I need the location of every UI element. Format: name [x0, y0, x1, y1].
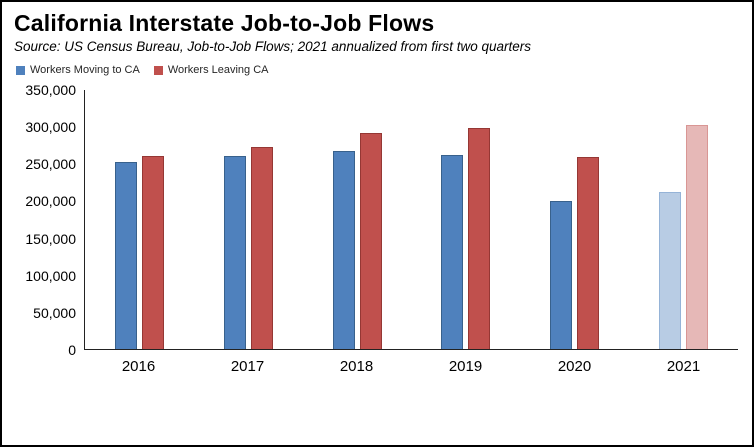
x-tick-label-2020: 2020	[557, 358, 592, 375]
bar-workers-moving-to-ca-2018	[332, 150, 355, 349]
x-tick-label-2016: 2016	[121, 358, 156, 375]
bar-workers-moving-to-ca-2016	[114, 161, 137, 349]
bar-workers-leaving-ca-2018	[359, 132, 382, 349]
x-tick-label-2019: 2019	[448, 358, 483, 375]
legend-item-moving: Workers Moving to CA	[16, 64, 140, 76]
bar-workers-moving-to-ca-2019	[441, 155, 464, 349]
legend-label-leaving: Workers Leaving CA	[167, 64, 269, 76]
chart-body: 0 50,000 100,000 150,000 200,000 250,000 300,0…	[12, 82, 738, 375]
legend-swatch-leaving-icon	[153, 65, 163, 75]
bar-workers-moving-to-ca-2017	[223, 155, 246, 349]
legend-swatch-moving-icon	[16, 65, 25, 75]
bar-workers-moving-to-ca-2021	[659, 191, 682, 349]
x-tick-label-2021: 2021	[666, 358, 701, 375]
legend: Workers Moving to CA Workers Leaving CA	[16, 64, 738, 76]
y-tick-label: 200,000	[25, 193, 76, 210]
y-tick-label: 250,000	[25, 156, 76, 173]
bar-workers-leaving-ca-2020	[577, 157, 600, 349]
bar-group-2020	[527, 157, 623, 349]
bar-group-2017	[200, 146, 296, 349]
bar-group-2021	[636, 124, 732, 349]
y-tick-label: 300,000	[25, 119, 76, 136]
y-tick-label: 50,000	[33, 304, 76, 321]
x-axis-labels: 2016 2017 2018 2019 2020 2021	[84, 358, 738, 375]
bar-group-2016	[91, 155, 187, 349]
x-tick-label-2017: 2017	[230, 358, 265, 375]
y-tick-label: 350,000	[25, 82, 76, 98]
x-tick-label-2018: 2018	[339, 358, 374, 375]
legend-item-leaving: Workers Leaving CA	[153, 64, 269, 76]
bar-group-2018	[309, 132, 405, 349]
y-axis: 0 50,000 100,000 150,000 200,000 250,000 300,0…	[12, 82, 84, 358]
plot-area	[84, 90, 738, 350]
source-note: Source: US Census Bureau, Job-to-Job Flo…	[14, 39, 531, 54]
bar-workers-leaving-ca-2021	[686, 124, 709, 349]
bar-workers-leaving-ca-2019	[468, 128, 491, 349]
bar-group-2019	[418, 128, 514, 349]
chart-title: California Interstate Job-to-Job Flows	[14, 10, 435, 36]
y-tick-label: 0	[68, 342, 76, 358]
bar-workers-moving-to-ca-2020	[550, 201, 573, 349]
bar-groups	[85, 90, 738, 349]
plot-wrap: 2016 2017 2018 2019 2020 2021	[84, 90, 738, 375]
bar-workers-leaving-ca-2017	[250, 146, 273, 349]
legend-label-moving: Workers Moving to CA	[30, 64, 140, 76]
y-tick-label: 100,000	[25, 267, 76, 284]
y-tick-label: 150,000	[25, 230, 76, 247]
bar-workers-leaving-ca-2016	[141, 155, 164, 349]
